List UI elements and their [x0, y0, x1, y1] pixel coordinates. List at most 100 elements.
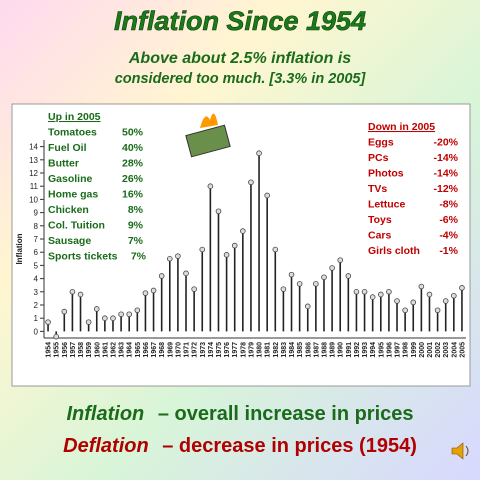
list-item-value: -6% [439, 214, 458, 226]
marker [199, 246, 206, 253]
list-item-value: -14% [433, 152, 458, 164]
x-tick-label: 1971 [184, 342, 191, 358]
x-tick-label: 1954 [46, 342, 53, 358]
y-tick-label: 10 [29, 195, 38, 204]
list-item-label: Tomatoes [48, 127, 97, 139]
list-item-label: PCs [368, 152, 389, 164]
marker [69, 288, 76, 295]
marker [313, 281, 319, 287]
marker [434, 307, 441, 314]
marker [85, 319, 92, 325]
marker [240, 228, 246, 234]
list-item-value: 16% [122, 189, 144, 201]
speaker-icon[interactable] [451, 442, 469, 460]
y-tick-label: 5 [34, 261, 39, 270]
list-item-label: Gasoline [48, 173, 93, 185]
x-tick-label: 1959 [86, 342, 93, 358]
x-tick-label: 1966 [143, 342, 150, 358]
x-tick-label: 1965 [135, 342, 142, 358]
x-tick-label: 1988 [321, 342, 328, 358]
marker [134, 307, 141, 314]
list-item-value: 8% [128, 204, 144, 216]
marker [296, 281, 303, 287]
marker [321, 274, 327, 281]
list-item-value: 50% [122, 127, 144, 139]
marker [223, 252, 230, 258]
x-tick-label: 1982 [273, 342, 280, 358]
marker [345, 273, 352, 279]
marker [361, 288, 368, 295]
marker [45, 319, 51, 325]
y-tick-label: 6 [34, 248, 39, 257]
marker [442, 298, 449, 304]
definition-term: Deflation [63, 435, 149, 457]
list-item-label: Lettuce [368, 199, 406, 211]
x-tick-label: 1968 [159, 342, 166, 358]
x-tick-label: 1999 [411, 342, 418, 358]
x-tick-label: 1994 [370, 342, 377, 358]
y-tick-label: 13 [29, 156, 38, 165]
marker [207, 183, 214, 190]
list-item-label: Photos [368, 168, 404, 180]
marker [256, 150, 262, 157]
list-heading: Down in 2005 [368, 121, 435, 133]
x-tick-label: 1975 [216, 342, 223, 358]
marker [102, 315, 108, 322]
x-tick-label: 1981 [265, 342, 272, 358]
marker [451, 292, 457, 299]
list-item-label: Chicken [48, 204, 89, 216]
list-item-value: -14% [433, 168, 458, 180]
marker [280, 286, 287, 292]
x-tick-label: 2002 [435, 342, 442, 358]
list-item-label: Col. Tuition [48, 220, 105, 232]
marker [61, 308, 68, 315]
list-item-value: -12% [433, 183, 458, 195]
marker [191, 286, 197, 292]
x-tick-label: 1960 [94, 342, 101, 358]
x-tick-label: 1969 [167, 342, 174, 358]
x-tick-label: 1972 [192, 342, 199, 358]
y-tick-label: 4 [34, 275, 39, 284]
y-tick-label: 8 [34, 222, 39, 231]
x-tick-label: 1989 [330, 342, 337, 358]
marker [158, 273, 165, 279]
list-item-value: 26% [122, 173, 144, 185]
x-tick-label: 1963 [119, 342, 126, 358]
money-icon [185, 113, 231, 158]
marker [377, 291, 384, 298]
marker [402, 307, 408, 314]
y-tick-label: 14 [29, 143, 38, 152]
list-item-value: -4% [439, 230, 458, 242]
marker [183, 270, 189, 277]
x-tick-label: 1987 [313, 342, 320, 358]
marker [329, 265, 335, 271]
y-tick-label: 11 [30, 182, 39, 191]
x-tick-label: 1977 [232, 342, 239, 358]
list-item-value: 7% [128, 235, 144, 247]
y-axis-label: Inflation [15, 233, 24, 264]
y-tick-label: 0 [34, 327, 39, 336]
marker [77, 291, 84, 298]
x-tick-label: 1993 [362, 342, 369, 358]
list-item-value: -8% [439, 199, 458, 211]
x-tick-label: 1961 [102, 342, 109, 358]
marker [459, 285, 465, 291]
x-tick-label: 1958 [78, 342, 85, 358]
marker [166, 255, 173, 262]
x-tick-label: 1980 [257, 342, 264, 358]
definition-text: – overall increase in prices [158, 403, 414, 425]
list-item-label: Cars [368, 230, 392, 242]
marker [142, 290, 149, 296]
x-tick-label: 1992 [354, 342, 361, 358]
x-tick-label: 1998 [403, 342, 410, 358]
x-tick-label: 1964 [127, 342, 134, 358]
x-tick-label: 2003 [443, 342, 450, 358]
title: Inflation Since 1954 [114, 6, 366, 36]
y-tick-label: 2 [34, 301, 39, 310]
marker [264, 192, 270, 199]
x-tick-label: 2005 [459, 342, 466, 358]
marker [386, 288, 392, 295]
y-tick-label: 1 [34, 314, 39, 323]
